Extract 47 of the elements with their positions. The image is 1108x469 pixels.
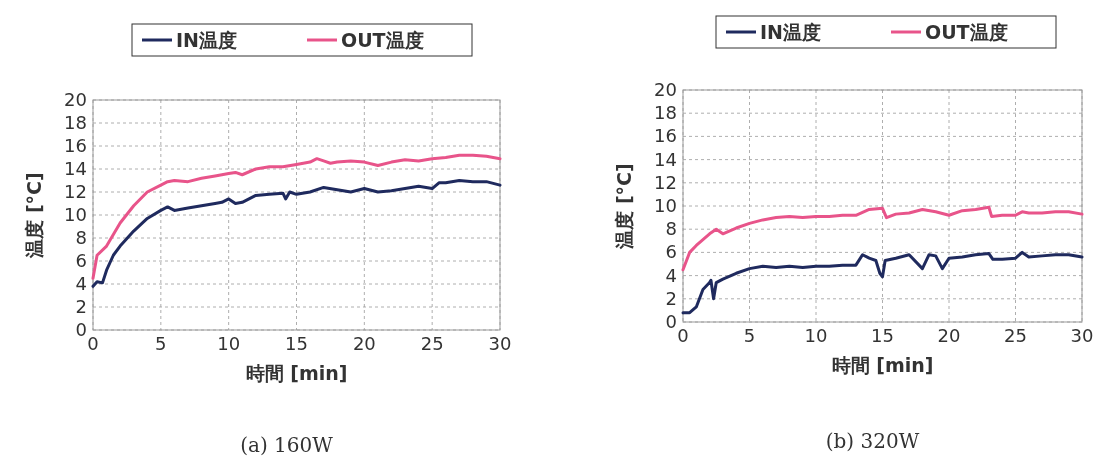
x-tick-label: 25	[1004, 325, 1027, 346]
y-tick-label: 16	[64, 135, 87, 156]
y-tick-label: 18	[654, 102, 677, 124]
x-tick-label: 10	[217, 333, 241, 354]
legend-label: IN温度	[760, 21, 821, 43]
x-axis-title: 時間 [min]	[245, 362, 348, 384]
legend-label: IN温度	[176, 29, 237, 51]
y-tick-label: 4	[665, 264, 677, 286]
y-tick-label: 12	[654, 171, 677, 193]
legend-label: OUT温度	[341, 29, 424, 51]
x-tick-label: 10	[804, 325, 828, 346]
legend-label: OUT温度	[925, 21, 1008, 43]
y-tick-label: 18	[64, 112, 87, 133]
y-tick-label: 2	[75, 296, 87, 317]
line-series	[91, 179, 502, 288]
x-tick-label: 25	[420, 333, 444, 354]
y-tick-label: 20	[654, 79, 677, 100]
x-tick-label: 30	[1070, 325, 1094, 346]
y-tick-label: 8	[665, 218, 677, 240]
text: (b) 320W	[825, 429, 920, 453]
y-tick-label: 20	[64, 89, 87, 110]
x-tick-label: 15	[285, 333, 308, 354]
y-tick-label: 8	[75, 227, 87, 248]
y-tick-label: 2	[665, 287, 677, 309]
y-tick-label: 4	[75, 273, 87, 294]
y-axis-title: 温度 [°C]	[23, 172, 45, 259]
y-tick-label: 6	[75, 250, 87, 271]
y-tick-label: 10	[64, 204, 87, 225]
text: (a) 160W	[240, 433, 334, 457]
x-tick-label: 5	[155, 333, 167, 354]
line-series	[681, 250, 1084, 315]
x-tick-label: 5	[743, 325, 756, 346]
x-tick-label: 30	[488, 333, 512, 354]
y-tick-label: 6	[665, 241, 677, 263]
y-tick-label: 16	[654, 125, 677, 147]
x-tick-label: 15	[871, 325, 894, 346]
y-tick-label: 14	[64, 158, 87, 179]
x-axis-title: 時間 [min]	[831, 354, 934, 376]
y-axis-title: 温度 [°C]	[613, 163, 635, 250]
line-series	[91, 153, 502, 280]
y-tick-label: 10	[654, 195, 677, 216]
y-tick-label: 0	[665, 311, 677, 332]
x-tick-label: 20	[352, 333, 376, 354]
line-series	[681, 205, 1084, 272]
y-tick-label: 12	[64, 181, 87, 202]
x-tick-label: 20	[937, 325, 961, 346]
y-tick-label: 14	[654, 148, 677, 170]
